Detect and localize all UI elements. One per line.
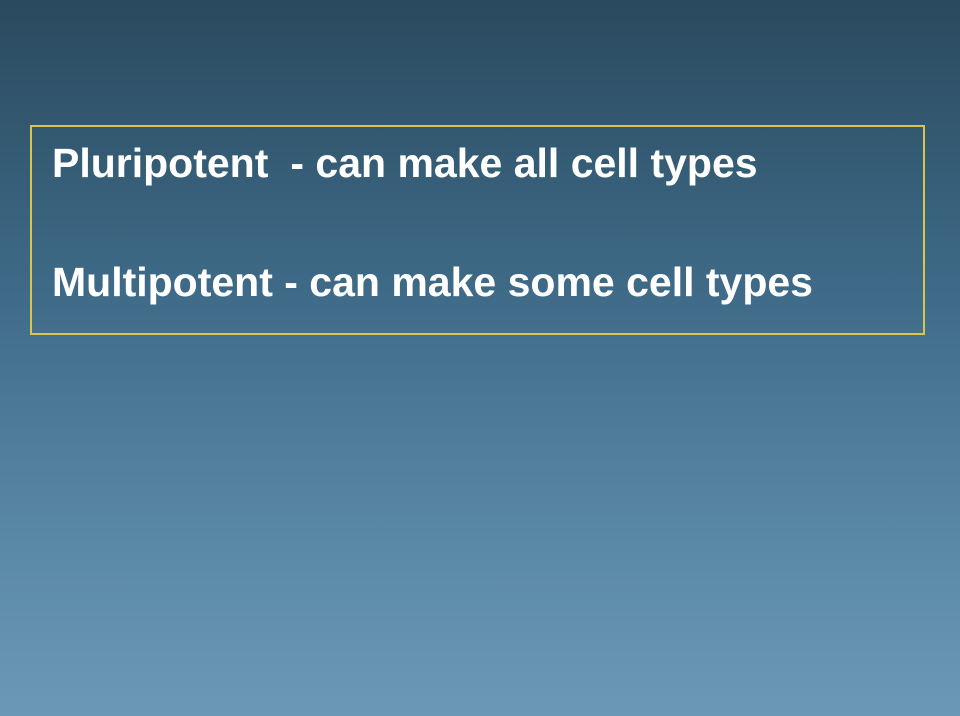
- pluripotent-definition: Pluripotent - can make all cell types: [52, 139, 903, 188]
- slide: Pluripotent - can make all cell types Mul…: [0, 0, 960, 716]
- pluripotent-desc: - can make all cell types: [290, 140, 757, 186]
- multipotent-definition: Multipotent - can make some cell types: [52, 258, 903, 307]
- pluripotent-term: Pluripotent: [52, 139, 268, 188]
- definitions-box: Pluripotent - can make all cell types Mul…: [30, 125, 925, 335]
